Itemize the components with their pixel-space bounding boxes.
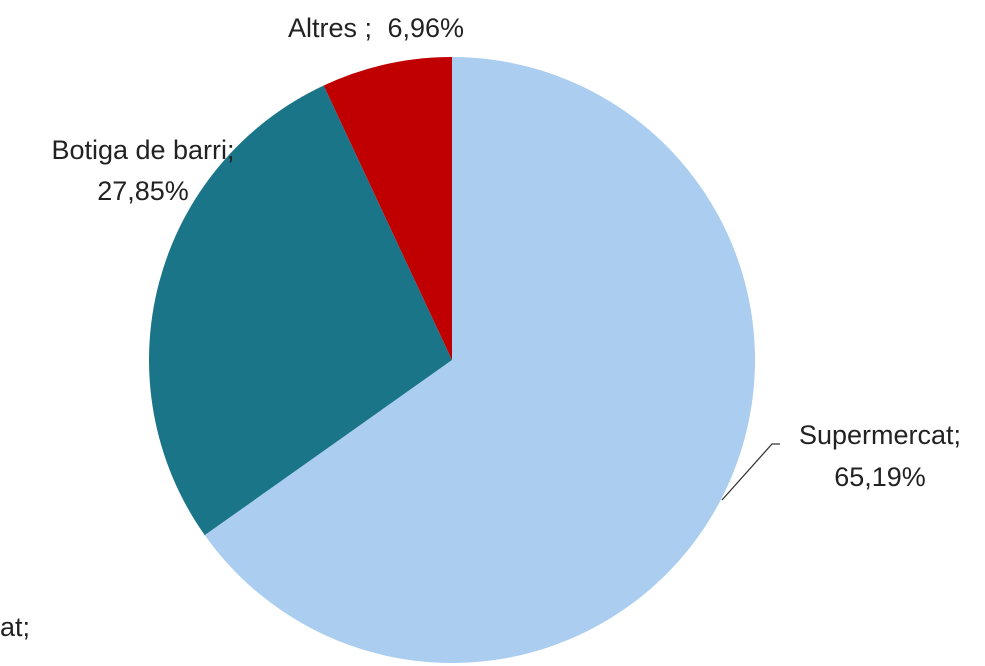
slice-label-altres: Altres ; 6,96% xyxy=(288,13,464,43)
pie-slice-supermercat xyxy=(204,57,756,663)
stray-clipped-label: at; xyxy=(0,612,30,642)
pie-slice-botiga-de-barri xyxy=(148,85,452,536)
supermercat-leader-line xyxy=(721,443,780,501)
slice-label-supermercat: Supermercat; xyxy=(799,420,961,450)
pie-slices xyxy=(148,56,756,663)
slice-label-altres-name: Altres ; xyxy=(288,13,372,43)
slice-label-altres-value: 6,96% xyxy=(387,13,464,43)
slice-label-botiga-de-barri: Botiga de barri; xyxy=(51,135,234,165)
slice-value-botiga-de-barri: 27,85% xyxy=(97,176,189,206)
slice-value-supermercat: 65,19% xyxy=(834,462,926,492)
pie-slice-altres xyxy=(323,56,452,360)
